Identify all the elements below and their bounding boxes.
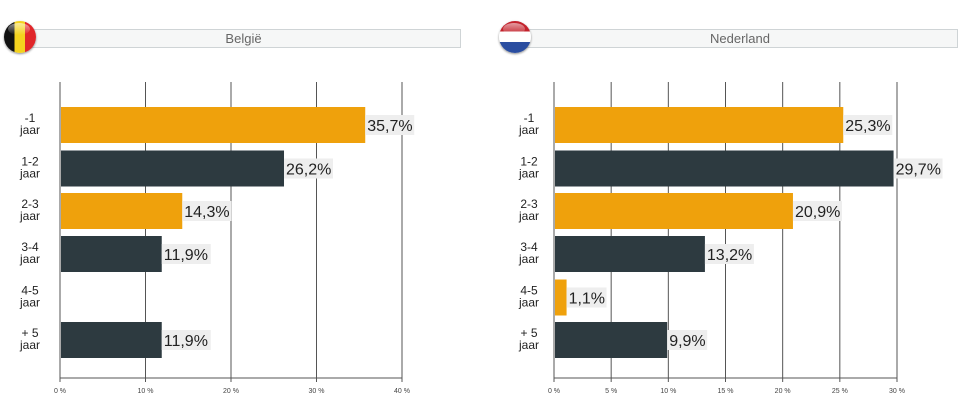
chart-title-bar-belgium: België (26, 29, 461, 48)
bar-belgium-3 (61, 236, 162, 272)
category-label-belgium-5: + 5 jaar (19, 326, 40, 352)
value-label-belgium-0: 35,7% (367, 118, 412, 135)
value-label-bg-belgium-2 (182, 201, 232, 221)
category-label-netherlands-1: 1-2 jaar (518, 155, 539, 181)
x-tick-label-netherlands-3: 15 % (718, 388, 734, 395)
value-label-bg-belgium-5 (161, 330, 211, 350)
value-label-bg-belgium-0 (365, 115, 415, 135)
x-tick-label-netherlands-0: 0 % (548, 388, 560, 395)
bar-netherlands-4 (555, 279, 567, 316)
x-tick-label-netherlands-6: 30 % (889, 388, 905, 395)
value-label-netherlands-3: 13,2% (707, 247, 752, 264)
value-label-netherlands-2: 20,9% (795, 204, 840, 221)
category-label-belgium-3: 3-4 jaar (19, 240, 40, 266)
value-label-netherlands-4: 1,1% (569, 291, 605, 308)
x-tick-label-belgium-1: 10 % (138, 388, 154, 395)
value-label-bg-netherlands-1 (893, 158, 943, 179)
x-tick-label-belgium-0: 0 % (54, 388, 66, 395)
value-label-bg-netherlands-5 (667, 330, 708, 350)
bar-netherlands-5 (555, 322, 668, 358)
netherlands-flag-icon (499, 21, 531, 53)
x-tick-label-netherlands-2: 10 % (660, 388, 676, 395)
x-tick-label-belgium-4: 40 % (394, 388, 410, 395)
chart-title-belgium: België (225, 31, 262, 46)
value-label-belgium-1: 26,2% (286, 162, 331, 179)
bar-belgium-1 (61, 150, 285, 187)
belgium-flag-icon (4, 21, 36, 53)
bar-netherlands-3 (555, 236, 705, 272)
bar-netherlands-0 (555, 107, 844, 143)
category-label-belgium-1: 1-2 jaar (19, 155, 40, 181)
value-label-belgium-5: 11,9% (164, 333, 208, 350)
category-label-netherlands-3: 3-4 jaar (518, 240, 539, 266)
x-tick-label-netherlands-1: 5 % (605, 388, 617, 395)
value-label-belgium-3: 11,9% (164, 247, 208, 264)
value-label-bg-belgium-1 (284, 158, 334, 179)
value-label-bg-netherlands-2 (792, 201, 842, 221)
x-tick-label-belgium-3: 30 % (309, 388, 325, 395)
chart-title-netherlands: Nederland (710, 31, 770, 46)
category-label-belgium-4: 4-5 jaar (19, 284, 40, 310)
bar-netherlands-2 (555, 193, 793, 229)
chart-title-bar-netherlands: Nederland (522, 29, 958, 48)
bar-belgium-5 (61, 322, 162, 358)
category-label-belgium-2: 2-3 jaar (19, 197, 40, 223)
bar-belgium-2 (61, 193, 183, 229)
bar-belgium-0 (61, 107, 366, 143)
value-label-belgium-2: 14,3% (184, 204, 229, 221)
value-label-netherlands-0: 25,3% (845, 118, 890, 135)
category-label-netherlands-0: -1 jaar (518, 111, 539, 137)
value-label-bg-belgium-3 (161, 244, 211, 264)
category-label-belgium-0: -1 jaar (19, 111, 40, 137)
value-label-bg-netherlands-4 (566, 287, 607, 308)
x-tick-label-netherlands-5: 25 % (832, 388, 848, 395)
category-label-netherlands-2: 2-3 jaar (518, 197, 539, 223)
category-label-netherlands-5: + 5 jaar (518, 326, 539, 352)
x-tick-label-belgium-2: 20 % (223, 388, 239, 395)
value-label-bg-netherlands-3 (704, 244, 754, 264)
value-label-netherlands-1: 29,7% (896, 162, 941, 179)
value-label-netherlands-5: 9,9% (669, 333, 705, 350)
value-label-bg-netherlands-0 (843, 115, 893, 135)
category-label-netherlands-4: 4-5 jaar (518, 284, 539, 310)
x-tick-label-netherlands-4: 20 % (775, 388, 791, 395)
bar-netherlands-1 (555, 150, 894, 187)
